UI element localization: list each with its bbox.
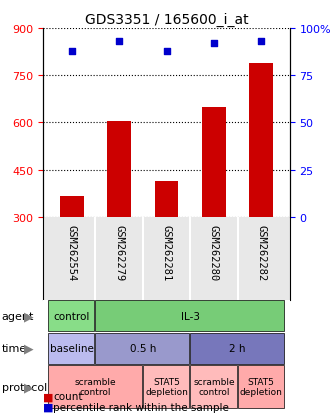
Point (259, 39, 264, 45)
Text: count: count (53, 392, 83, 401)
FancyBboxPatch shape (48, 301, 95, 332)
Text: STAT5
depletion: STAT5 depletion (240, 377, 283, 396)
Text: scramble
control: scramble control (75, 377, 116, 396)
Text: time: time (2, 344, 27, 354)
Bar (249, 64, 273, 217)
Text: ■: ■ (43, 392, 54, 401)
FancyBboxPatch shape (190, 366, 237, 408)
Point (164, 48, 169, 55)
Text: ▶: ▶ (24, 342, 33, 355)
Text: baseline: baseline (50, 344, 94, 354)
Bar (60, 197, 84, 217)
Text: percentile rank within the sample: percentile rank within the sample (53, 402, 229, 412)
FancyBboxPatch shape (237, 366, 284, 408)
FancyBboxPatch shape (48, 366, 142, 408)
Text: IL-3: IL-3 (181, 311, 200, 321)
FancyBboxPatch shape (96, 333, 189, 364)
Text: protocol: protocol (2, 382, 47, 392)
Bar (155, 181, 178, 217)
FancyBboxPatch shape (143, 366, 189, 408)
Bar (202, 107, 226, 217)
FancyBboxPatch shape (48, 333, 95, 364)
Point (69, 48, 74, 55)
Bar (107, 121, 131, 217)
Text: agent: agent (2, 311, 34, 321)
FancyBboxPatch shape (96, 301, 284, 332)
Text: control: control (54, 311, 90, 321)
Text: STAT5
depletion: STAT5 depletion (145, 377, 188, 396)
Point (211, 41, 216, 47)
Text: GSM262279: GSM262279 (114, 224, 124, 280)
Text: 0.5 h: 0.5 h (130, 344, 156, 354)
Text: ▶: ▶ (24, 380, 33, 393)
Text: ■: ■ (43, 402, 54, 412)
Title: GDS3351 / 165600_i_at: GDS3351 / 165600_i_at (85, 12, 248, 26)
Text: ▶: ▶ (24, 310, 33, 323)
Text: 2 h: 2 h (229, 344, 246, 354)
FancyBboxPatch shape (190, 333, 284, 364)
Text: GSM262282: GSM262282 (256, 224, 266, 280)
Text: scramble
control: scramble control (193, 377, 235, 396)
Text: GSM262280: GSM262280 (209, 224, 219, 280)
Text: GSM262281: GSM262281 (162, 224, 171, 280)
Point (117, 39, 122, 45)
Text: GSM262554: GSM262554 (67, 224, 77, 280)
